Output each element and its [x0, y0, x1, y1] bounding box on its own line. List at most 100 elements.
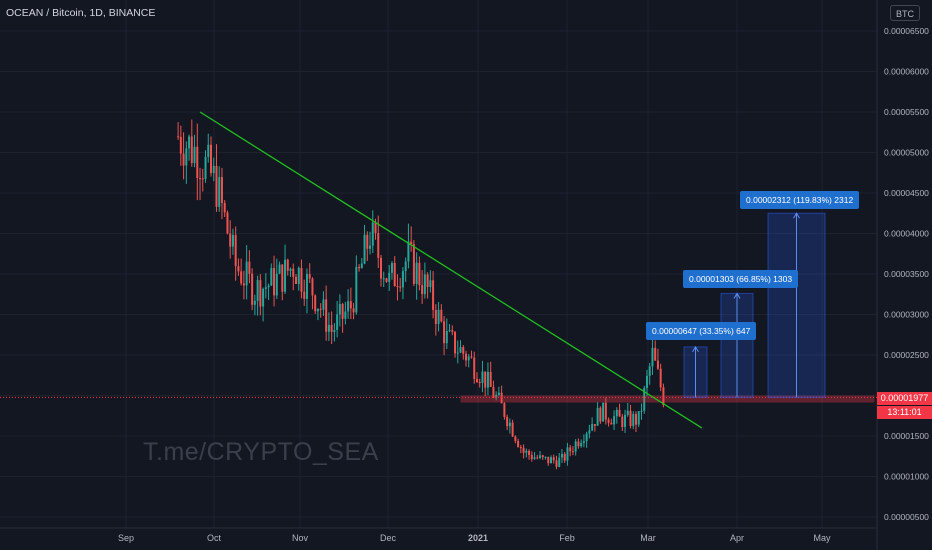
- watermark: T.me/CRYPTO_SEA: [143, 438, 379, 466]
- candle-body: [626, 410, 629, 415]
- candle-body: [530, 455, 533, 460]
- candle-body: [396, 286, 399, 288]
- symbol-header[interactable]: OCEAN / Bitcoin, 1D, BINANCE: [6, 7, 156, 19]
- x-tick-label: Oct: [207, 533, 222, 543]
- candle-body: [223, 203, 226, 213]
- target-arrow-head: [793, 212, 800, 219]
- candle-body: [492, 386, 495, 398]
- candle-body: [618, 409, 621, 417]
- candle-body: [177, 136, 180, 138]
- candle-body: [248, 261, 251, 274]
- candle-body: [374, 222, 377, 234]
- target-label-3[interactable]: 0.00002312 (119.83%) 2312: [740, 191, 860, 209]
- candle-body: [380, 257, 382, 279]
- target-label-1[interactable]: 0.00000647 (33.35%) 647: [646, 322, 757, 340]
- candle-body: [574, 441, 577, 452]
- candle-body: [610, 422, 613, 425]
- candle-body: [489, 371, 492, 387]
- candle-body: [311, 278, 314, 296]
- candle-body: [273, 268, 276, 296]
- candle-body: [478, 381, 481, 384]
- candle-body: [506, 416, 509, 427]
- candle-body: [525, 450, 528, 453]
- target-label-2[interactable]: 0.00001303 (66.85%) 1303: [683, 270, 799, 288]
- candle-body: [295, 276, 297, 285]
- candle-body: [582, 441, 585, 443]
- candle-body: [314, 295, 317, 312]
- candle-body: [327, 324, 330, 332]
- candle-body: [423, 274, 426, 295]
- candle-body: [360, 263, 363, 269]
- candle-body: [593, 424, 596, 426]
- candle-body: [555, 460, 558, 467]
- candle-body: [210, 144, 212, 174]
- candle-body: [284, 259, 287, 292]
- candle-body: [445, 331, 448, 344]
- candle-body: [393, 263, 396, 287]
- candle-body: [377, 233, 380, 258]
- y-tick-label: 0.00001500: [884, 431, 929, 441]
- y-tick-label: 0.00004500: [884, 188, 929, 198]
- candle-body: [215, 165, 218, 207]
- candle-body: [182, 153, 185, 166]
- candle-body: [517, 440, 520, 447]
- candle-body: [316, 308, 319, 312]
- currency-button[interactable]: BTC: [890, 5, 920, 21]
- candle-body: [656, 360, 659, 369]
- candle-body: [615, 409, 618, 417]
- y-tick-label: 0.00003500: [884, 269, 929, 279]
- candle-body: [245, 261, 248, 286]
- candle-body: [484, 371, 487, 388]
- candle-body: [336, 314, 339, 330]
- candle-body: [519, 446, 522, 448]
- x-tick-label: Mar: [640, 533, 656, 543]
- y-tick-label: 0.00004000: [884, 229, 929, 239]
- candle-body: [242, 283, 245, 286]
- y-tick-label: 0.00001000: [884, 472, 929, 482]
- candle-body: [390, 263, 393, 273]
- candle-body: [432, 280, 435, 310]
- candle-body: [338, 304, 341, 315]
- candle-body: [621, 416, 624, 427]
- candle-body: [352, 308, 355, 313]
- candle-body: [292, 268, 295, 277]
- candle-body: [659, 368, 662, 388]
- candle-body: [462, 347, 465, 354]
- candle-body: [508, 422, 511, 427]
- candle-body: [429, 280, 432, 288]
- candle-body: [591, 424, 594, 431]
- candle-body: [473, 357, 476, 379]
- candle-body: [602, 402, 605, 422]
- candle-body: [407, 241, 410, 262]
- y-tick-label: 0.00006000: [884, 67, 929, 77]
- candle-body: [297, 267, 300, 285]
- candle-body: [547, 456, 550, 464]
- candle-body: [475, 378, 478, 382]
- candle-body: [495, 394, 498, 398]
- target-arrow-head: [692, 345, 699, 353]
- candle-body: [188, 136, 191, 149]
- candle-body: [421, 285, 424, 295]
- candle-body: [571, 451, 574, 453]
- candle-body: [256, 280, 259, 301]
- candle-body: [355, 266, 358, 313]
- candle-body: [645, 375, 648, 388]
- candle-body: [410, 241, 413, 245]
- candle-body: [341, 304, 344, 319]
- candle-body: [522, 447, 525, 453]
- candle-body: [640, 410, 643, 412]
- candle-body: [319, 308, 322, 310]
- x-tick-label: May: [813, 533, 831, 543]
- candle-body: [330, 324, 333, 333]
- candle-body: [552, 457, 555, 461]
- candle-body: [305, 274, 308, 299]
- candle-body: [514, 436, 517, 441]
- y-tick-label: 0.00003000: [884, 310, 929, 320]
- candle-body: [651, 347, 654, 367]
- current-price-label: 0.00001977: [877, 392, 932, 405]
- x-tick-label: Sep: [118, 533, 134, 543]
- candle-body: [434, 309, 437, 325]
- candle-body: [371, 222, 374, 246]
- candle-body: [563, 453, 566, 461]
- candle-body: [234, 235, 237, 267]
